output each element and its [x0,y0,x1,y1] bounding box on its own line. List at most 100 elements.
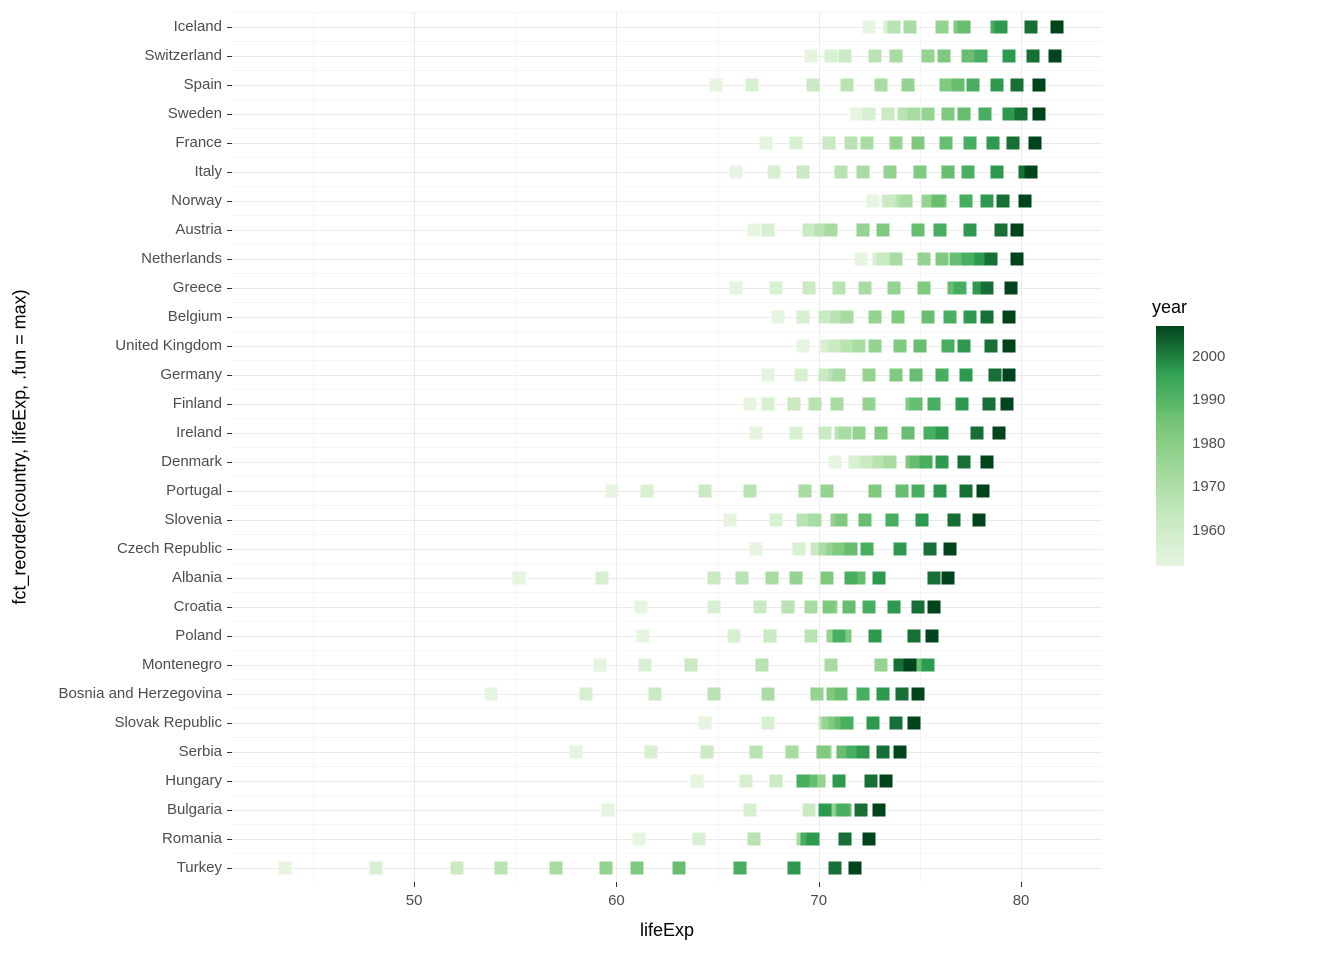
data-point [911,223,924,236]
data-point [924,426,937,439]
data-point [1004,281,1017,294]
grid-line-minor [232,331,1102,332]
data-point [748,832,761,845]
y-tick-label: Germany [160,366,222,383]
x-tick-label: 50 [406,892,423,909]
y-tick-label: Albania [172,569,222,586]
data-point [841,716,854,729]
y-tick-label: Switzerland [144,47,222,64]
data-point [832,629,845,642]
data-point [822,600,835,613]
data-point [796,513,809,526]
data-point [822,136,835,149]
grid-line [232,346,1102,347]
data-point [875,658,888,671]
y-tick [227,27,232,28]
grid-line-minor [232,244,1102,245]
data-point [739,774,752,787]
grid-line-minor [232,360,1102,361]
y-tick-label: Slovak Republic [114,714,222,731]
data-point [841,339,854,352]
grid-line-minor [232,505,1102,506]
data-point [600,861,613,874]
grid-line [232,607,1102,608]
data-point [924,542,937,555]
y-tick-label: United Kingdom [115,337,222,354]
data-point [942,165,955,178]
grid-line-minor [232,70,1102,71]
data-point [790,426,803,439]
data-point [928,571,941,584]
data-point [845,136,858,149]
data-point [1011,78,1024,91]
data-point [802,281,815,294]
data-point [869,49,882,62]
data-point [942,339,955,352]
data-point [766,571,779,584]
data-point [806,78,819,91]
data-point [863,107,876,120]
data-point [994,223,1007,236]
y-tick [227,143,232,144]
data-point [762,687,775,700]
data-point [881,107,894,120]
data-point [369,861,382,874]
legend-tick [1184,487,1188,488]
data-point [899,194,912,207]
y-tick [227,810,232,811]
data-point [707,600,720,613]
data-point [942,107,955,120]
data-point [632,832,645,845]
data-point [1019,194,1032,207]
legend-tick-label: 1980 [1192,435,1225,452]
grid-line-minor [232,679,1102,680]
data-point [760,136,773,149]
grid-line [232,665,1102,666]
data-point [484,687,497,700]
plot-area [232,12,1102,882]
data-point [594,658,607,671]
y-tick-label: Montenegro [142,656,222,673]
data-point [796,310,809,323]
grid-line [232,694,1102,695]
y-tick [227,520,232,521]
y-tick [227,607,232,608]
data-point [1002,49,1015,62]
data-point [960,194,973,207]
data-point [849,455,862,468]
data-point [644,745,657,758]
y-tick-label: Sweden [168,105,222,122]
data-point [853,339,866,352]
data-point [863,832,876,845]
x-tick [819,882,820,887]
grid-line-minor [232,563,1102,564]
data-point [917,281,930,294]
data-point [849,861,862,874]
data-point [962,165,975,178]
data-point [877,223,890,236]
data-point [883,194,896,207]
data-point [960,368,973,381]
data-point [832,368,845,381]
data-point [806,832,819,845]
data-point [994,20,1007,33]
data-point [875,78,888,91]
y-tick-label: Bosnia and Herzegovina [59,685,222,702]
y-tick-label: Romania [162,830,222,847]
grid-line-minor [232,824,1102,825]
data-point [873,803,886,816]
data-point [972,513,985,526]
data-point [982,397,995,410]
data-point [839,49,852,62]
data-point [875,426,888,439]
data-point [907,629,920,642]
data-point [820,484,833,497]
data-point [580,687,593,700]
data-point [820,571,833,584]
data-point [954,281,967,294]
data-point [922,658,935,671]
data-point [606,484,619,497]
data-point [1029,136,1042,149]
data-point [602,803,615,816]
data-point [879,774,892,787]
